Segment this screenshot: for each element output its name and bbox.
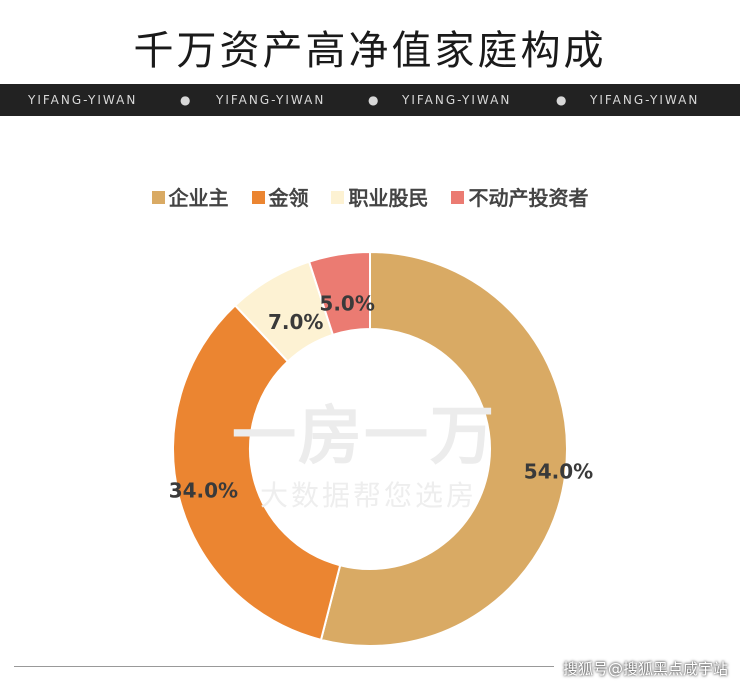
legend-swatch-investor [331, 191, 345, 204]
legend-label-realestate: 不动产投资者 [468, 186, 589, 210]
legend-entry-owner: 企业主 [151, 182, 229, 211]
banner-separator-1: ● [180, 93, 193, 107]
data-label-executive: 34.0% [169, 478, 238, 502]
footer-divider [14, 666, 554, 667]
banner-separator-2: ● [368, 93, 381, 107]
banner-text-2: YIFANG-YIWAN [216, 93, 326, 107]
banner-text-3: YIFANG-YIWAN [402, 93, 512, 107]
legend-label-executive: 金领 [268, 186, 309, 210]
banner-text-4: YIFANG-YIWAN [590, 93, 700, 107]
footer-source: 搜狐号@搜狐黑点咸宇站 [562, 660, 728, 678]
watermark-sub: 大数据帮您选房 [260, 479, 478, 512]
banner-separator-3: ● [556, 93, 569, 107]
banner-strip: YIFANG-YIWAN ● YIFANG-YIWAN ● YIFANG-YIW… [0, 84, 740, 116]
data-label-investor: 7.0% [268, 310, 323, 334]
slice-executive [172, 303, 342, 642]
legend-swatch-executive [251, 191, 265, 204]
banner-text-1: YIFANG-YIWAN [28, 93, 138, 107]
slice-realestate [307, 250, 371, 337]
data-label-owner: 54.0% [524, 459, 593, 483]
legend-entry-realestate: 不动产投资者 [451, 182, 588, 211]
legend-entry-investor: 职业股民 [331, 182, 428, 211]
legend-label-owner: 企业主 [168, 186, 229, 210]
legend-entry-executive: 金领 [251, 182, 309, 211]
legend-swatch-owner [151, 191, 165, 204]
page-title: 千万资产高净值家庭构成 [133, 28, 607, 74]
legend-swatch-realestate [451, 191, 465, 204]
chart-legend: 企业主 金领 职业股民 不动产投资者 [0, 182, 740, 211]
watermark-main: 一房一万 [232, 400, 496, 474]
slice-owner [319, 250, 568, 647]
data-label-realestate: 5.0% [319, 291, 374, 315]
legend-label-investor: 职业股民 [348, 186, 429, 210]
